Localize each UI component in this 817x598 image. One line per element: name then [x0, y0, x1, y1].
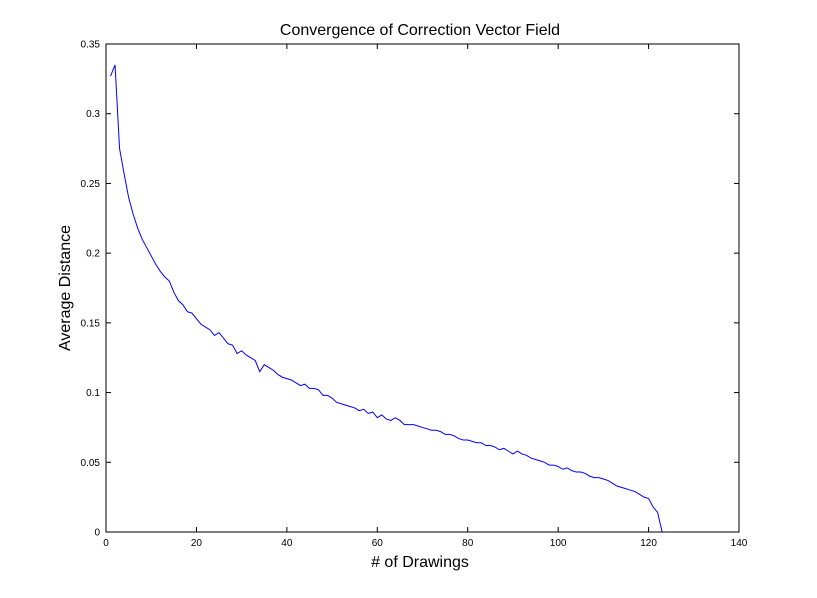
- x-tick-label: 40: [281, 538, 293, 549]
- x-axis-ticks: 0 20 40 60 80 100 120 140: [103, 44, 748, 549]
- x-tick-label: 0: [103, 538, 109, 549]
- y-axis-label: Average Distance: [57, 225, 74, 351]
- axes-box: [105, 43, 740, 533]
- x-tick-label: 140: [731, 538, 748, 549]
- chart-title: Convergence of Correction Vector Field: [280, 22, 560, 39]
- y-tick-label: 0.3: [86, 109, 100, 120]
- y-tick-label: 0.05: [81, 458, 101, 469]
- x-tick-label: 100: [550, 538, 567, 549]
- x-tick-label: 20: [191, 538, 203, 549]
- x-axis-label: # of Drawings: [371, 554, 469, 571]
- x-tick-label: 60: [372, 538, 384, 549]
- y-tick-label: 0: [94, 528, 100, 539]
- x-tick-label: 80: [462, 538, 474, 549]
- y-tick-label: 0.35: [81, 40, 101, 51]
- y-tick-label: 0.15: [81, 318, 101, 329]
- series-line: [110, 64, 663, 533]
- y-tick-label: 0.1: [86, 388, 100, 399]
- y-tick-label: 0.2: [86, 249, 100, 260]
- y-axis-ticks: 0 0.05 0.1 0.15 0.2 0.25 0.3 0.35: [81, 40, 739, 539]
- x-tick-label: 120: [640, 538, 657, 549]
- y-tick-label: 0.25: [81, 179, 101, 190]
- plot-area: 0 20 40 60 80 100 120 140 0 0.05 0.1 0.15 0.2 0.25 0.…: [81, 40, 748, 550]
